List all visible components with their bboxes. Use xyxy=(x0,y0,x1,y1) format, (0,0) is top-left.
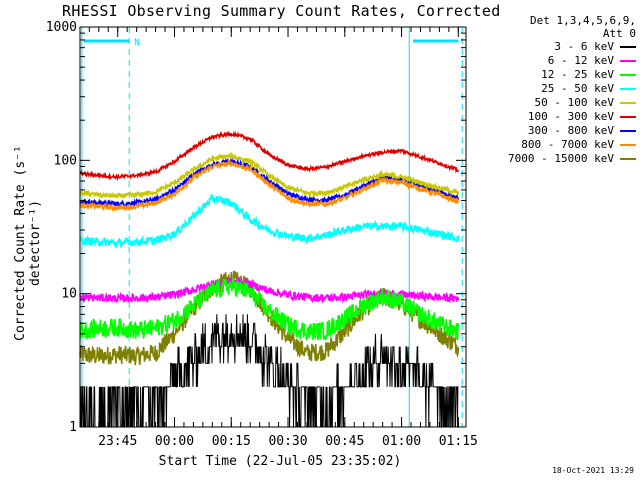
legend-entry-7: 800 - 7000 keV xyxy=(484,138,636,152)
legend-label-6: 300 - 800 keV xyxy=(527,124,614,137)
legend-label-2: 12 - 25 keV xyxy=(541,68,614,81)
x-tick-label-1: 00:00 xyxy=(155,434,194,449)
y-tick-label-0: 1 xyxy=(69,420,77,435)
legend-label-8: 7000 - 15000 keV xyxy=(508,152,614,165)
series-line-12-25keV xyxy=(79,277,460,341)
x-tick-label-2: 00:15 xyxy=(212,434,251,449)
generation-timestamp: 18-Oct-2021 13:29 xyxy=(552,466,634,475)
marker-label: N xyxy=(134,38,139,48)
legend-swatch-5 xyxy=(620,116,636,118)
series-line-50-100keV xyxy=(79,150,460,199)
series-line-100-300keV xyxy=(79,130,460,182)
series-line-25-50keV xyxy=(79,194,460,249)
legend-label-7: 800 - 7000 keV xyxy=(521,138,614,151)
legend-swatch-2 xyxy=(620,74,636,76)
legend-entries: 3 - 6 keV 6 - 12 keV 12 - 25 keV 25 - 50 ke… xyxy=(484,40,636,166)
legend-swatch-8 xyxy=(620,158,636,160)
legend-swatch-1 xyxy=(620,60,636,62)
legend-entry-3: 25 - 50 keV xyxy=(484,82,636,96)
legend-header-detectors: Det 1,3,4,5,6,9, xyxy=(530,14,636,27)
y-tick-label-3: 1000 xyxy=(46,20,77,35)
y-axis-label: Corrected Count Rate (s⁻¹ detector⁻¹) xyxy=(13,145,43,341)
x-axis-label: Start Time (22-Jul-05 23:35:02) xyxy=(158,454,402,469)
y-tick-label-2: 100 xyxy=(54,153,77,168)
chart-title: RHESSI Observing Summary Count Rates, Co… xyxy=(62,2,501,20)
y-tick-label-1: 10 xyxy=(61,287,77,302)
plot-frame xyxy=(79,26,467,428)
legend-entry-8: 7000 - 15000 keV xyxy=(484,152,636,166)
x-tick-label-5: 01:00 xyxy=(382,434,421,449)
series-group xyxy=(79,130,460,428)
x-tick-label-6: 01:15 xyxy=(439,434,478,449)
legend-swatch-6 xyxy=(620,130,636,132)
legend-swatch-7 xyxy=(620,144,636,146)
series-line-800-7000keV xyxy=(79,158,459,213)
legend-label-1: 6 - 12 keV xyxy=(547,54,614,67)
legend-label-5: 100 - 300 keV xyxy=(527,110,614,123)
x-tick-label-3: 00:30 xyxy=(268,434,307,449)
legend-entry-1: 6 - 12 keV xyxy=(484,54,636,68)
legend-entry-2: 12 - 25 keV xyxy=(484,68,636,82)
legend-swatch-0 xyxy=(620,46,636,48)
legend: Det 1,3,4,5,6,9, Att 0 3 - 6 keV 6 - 12 k… xyxy=(484,14,636,166)
x-tick-label-4: 00:45 xyxy=(325,434,364,449)
legend-label-4: 50 - 100 keV xyxy=(534,96,614,109)
legend-label-0: 3 - 6 keV xyxy=(554,40,614,53)
legend-entry-6: 300 - 800 keV xyxy=(484,124,636,138)
legend-swatch-3 xyxy=(620,88,636,90)
legend-entry-4: 50 - 100 keV xyxy=(484,96,636,110)
x-tick-label-0: 23:45 xyxy=(98,434,137,449)
legend-header-attenuator: Att 0 xyxy=(602,27,636,40)
legend-label-3: 25 - 50 keV xyxy=(541,82,614,95)
legend-entry-5: 100 - 300 keV xyxy=(484,110,636,124)
legend-entry-0: 3 - 6 keV xyxy=(484,40,636,54)
legend-swatch-4 xyxy=(620,102,636,104)
